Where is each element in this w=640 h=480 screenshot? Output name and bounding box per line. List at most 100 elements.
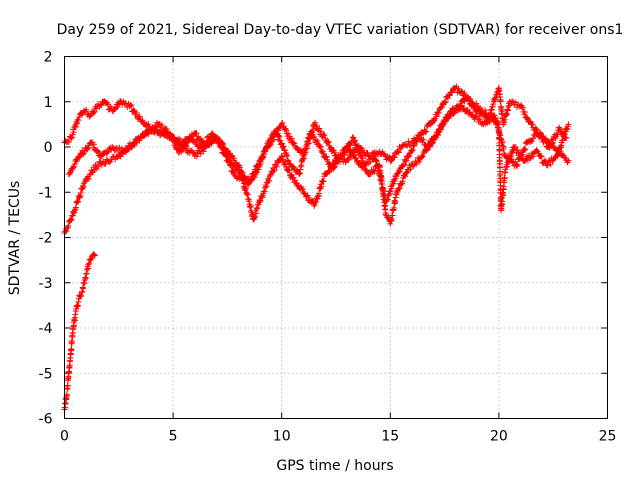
- data-point: [254, 204, 261, 211]
- data-point: [409, 146, 416, 153]
- data-point: [359, 155, 366, 162]
- y-tick-label: -1: [39, 185, 53, 201]
- data-point: [476, 116, 483, 123]
- data-point: [435, 109, 442, 116]
- data-point: [70, 129, 77, 136]
- data-point: [255, 166, 262, 173]
- data-point: [411, 142, 418, 149]
- data-point: [325, 139, 332, 146]
- data-point: [71, 322, 78, 329]
- data-point: [414, 138, 421, 145]
- data-point: [398, 181, 405, 188]
- data-point: [71, 207, 78, 214]
- data-point: [393, 171, 400, 178]
- data-point: [139, 117, 146, 124]
- data-point: [114, 103, 121, 110]
- data-point: [72, 123, 79, 130]
- data-point: [283, 151, 290, 158]
- data-point: [261, 148, 268, 155]
- data-point: [461, 98, 468, 105]
- chart-title: Day 259 of 2021, Sidereal Day-to-day VTE…: [57, 22, 624, 38]
- data-point: [239, 169, 246, 176]
- data-point: [403, 157, 410, 164]
- data-point: [86, 260, 93, 267]
- data-point: [402, 173, 409, 180]
- data-point: [547, 161, 554, 168]
- data-point: [271, 166, 278, 173]
- data-point: [172, 141, 179, 148]
- y-tick-label: 0: [44, 140, 53, 156]
- data-point: [422, 129, 429, 136]
- data-point: [418, 153, 425, 160]
- data-point: [251, 174, 258, 181]
- data-point: [74, 198, 81, 205]
- data-point: [259, 152, 266, 159]
- data-point: [222, 151, 229, 158]
- data-point: [288, 171, 295, 178]
- data-point: [489, 103, 496, 110]
- data-point: [562, 134, 569, 141]
- data-point: [182, 143, 189, 150]
- data-point: [434, 109, 441, 116]
- data-point: [352, 137, 359, 144]
- data-point: [193, 130, 200, 137]
- data-point: [401, 161, 408, 168]
- data-point: [80, 285, 87, 292]
- data-point: [200, 148, 207, 155]
- data-point: [193, 139, 200, 146]
- data-point: [519, 151, 526, 158]
- data-point: [298, 185, 305, 192]
- data-point: [163, 126, 170, 133]
- data-point: [78, 292, 85, 299]
- data-point: [79, 182, 86, 189]
- data-point: [301, 190, 308, 197]
- data-point: [81, 180, 88, 187]
- data-point: [251, 214, 258, 221]
- data-point: [402, 170, 409, 177]
- data-point: [347, 142, 354, 149]
- data-point: [80, 184, 87, 191]
- data-point: [279, 154, 286, 161]
- data-point: [337, 158, 344, 165]
- data-point: [183, 142, 190, 149]
- data-point: [331, 149, 338, 156]
- data-point: [214, 134, 221, 141]
- data-point: [420, 136, 427, 143]
- y-tick-label: -6: [39, 412, 53, 428]
- data-point: [535, 150, 542, 157]
- data-point: [242, 179, 249, 186]
- data-point: [267, 172, 274, 179]
- data-point: [488, 106, 495, 113]
- data-point: [85, 261, 92, 268]
- data-point: [169, 136, 176, 143]
- data-point: [270, 168, 277, 175]
- data-point: [105, 106, 112, 113]
- data-points: [61, 83, 572, 413]
- axis-ticks: [64, 56, 608, 419]
- data-point: [91, 108, 98, 115]
- data-point: [257, 197, 264, 204]
- data-point: [430, 116, 437, 123]
- data-point: [75, 117, 82, 124]
- data-point: [266, 177, 273, 184]
- data-point: [399, 178, 406, 185]
- data-point: [529, 153, 536, 160]
- tick-labels: 0 5 10 15 20 25 -6 -5 -4 -3 -2 -1 0 1 2: [39, 50, 617, 445]
- data-point: [441, 98, 448, 105]
- data-point: [77, 190, 84, 197]
- y-tick-label: 1: [44, 95, 53, 111]
- data-point: [465, 95, 472, 102]
- data-point: [317, 128, 324, 135]
- data-point: [261, 188, 268, 195]
- x-tick-label: 25: [599, 429, 617, 445]
- data-point: [445, 113, 452, 120]
- data-point: [128, 102, 135, 109]
- data-point: [326, 160, 333, 167]
- data-point: [492, 94, 499, 101]
- data-point: [218, 139, 225, 146]
- data-point: [286, 167, 293, 174]
- data-point: [339, 153, 346, 160]
- data-point: [69, 134, 76, 141]
- data-point: [542, 138, 549, 145]
- data-point: [538, 153, 545, 160]
